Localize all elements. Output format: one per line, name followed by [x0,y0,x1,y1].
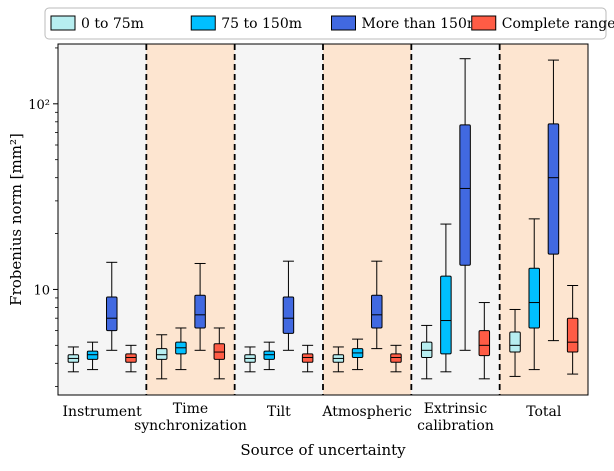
legend-entry: More than 150m [331,15,481,32]
x-tick-label-line: synchronization [134,418,247,434]
x-tick-label-line: calibration [417,418,494,434]
box [175,327,187,371]
box-body [440,275,452,355]
category-band [146,44,235,395]
box [194,262,206,351]
box-body [282,296,295,334]
legend-label: Complete range [502,16,614,32]
legend-entry: Complete range [471,15,614,32]
plot-frame [57,43,589,396]
category-band [58,44,147,395]
y-tick-label: 10 [33,283,50,298]
box [155,334,168,380]
x-tick-label-line: Atmospheric [321,404,412,420]
legend-entry: 75 to 150m [190,15,302,32]
series-0-to-75m [67,308,521,380]
x-tick-label-line: Tilt [267,404,291,420]
category-bands [58,44,588,395]
y-tick-label: 10² [28,98,50,113]
x-tick-label: Atmospheric [321,404,412,420]
box [420,324,433,380]
y-axis: 10 10² [28,47,58,387]
box-body [371,294,383,329]
box [332,346,345,373]
box-body [478,330,491,357]
legend-swatch [190,15,216,31]
x-tick-label-line: Time [173,401,208,417]
box-body [509,331,521,353]
x-tick-label: Total [526,404,562,420]
box [106,261,118,351]
x-tick-label-line: Instrument [63,404,143,420]
x-axis-label: Source of uncertainty [240,441,406,459]
box [566,285,579,375]
legend-label: More than 150m [362,16,481,32]
box [440,223,452,373]
series-complete-range [125,285,579,380]
box-body [194,294,206,329]
box [371,260,383,350]
box [547,59,560,342]
x-tick-label: Instrument [63,404,143,420]
box [86,341,99,371]
box [301,344,314,373]
box [282,260,295,351]
box [478,302,491,380]
box-series [67,58,579,380]
x-tick-label: Time synchronization [134,401,247,434]
legend-label: 0 to 75m [81,16,144,32]
box-body [528,267,540,329]
x-tick-label: Tilt [267,404,291,420]
box-body [301,353,314,363]
box [528,218,540,371]
legend: 0 to 75m 75 to 150m More than 150m Complete… [44,7,614,40]
legend-label: 75 to 150m [221,16,302,32]
box [263,341,275,371]
box-body [566,317,579,353]
y-axis-label: Frobenius norm [mm²] [7,133,25,306]
legend-entry: 0 to 75m [50,15,144,32]
box-body [547,123,560,255]
box [390,344,402,373]
box [351,338,364,371]
x-tick-label-line: Extrinsic [424,401,488,417]
box [459,58,471,351]
category-band [323,44,412,395]
box [67,346,80,373]
box-body [263,350,275,360]
box-body [125,353,137,363]
category-band [234,44,323,395]
series-75-to-150m [86,218,540,373]
box-body [155,348,168,360]
box [125,344,137,373]
box [244,346,256,373]
legend-frame [44,7,607,40]
box-body [86,350,99,360]
legend-swatch [471,15,497,31]
legend-swatch [50,15,76,31]
box-body [390,353,402,363]
box-body [106,296,118,332]
box-body [459,124,471,266]
box [213,327,226,380]
x-tick-label-line: Total [526,404,562,420]
box [509,308,521,377]
legend-swatch [331,15,356,31]
series-more-than-150m [106,58,560,351]
category-dividers [145,44,501,395]
x-tick-label: Extrinsic calibration [417,401,494,434]
